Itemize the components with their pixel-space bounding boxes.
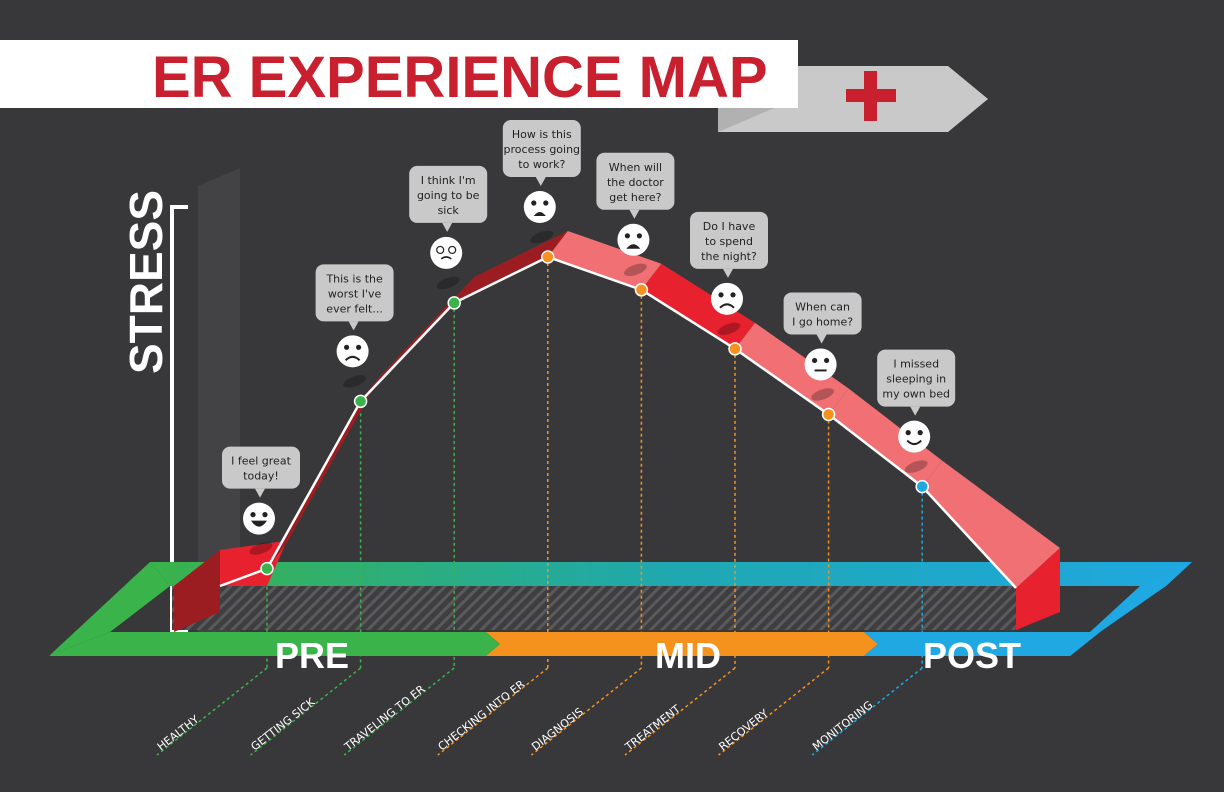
face-neutral-icon	[804, 348, 837, 381]
floor-left-band	[50, 562, 170, 655]
thought-line: sick	[438, 204, 460, 217]
thought-line: the doctor	[607, 176, 664, 189]
phase-label-post: POST	[923, 635, 1021, 676]
stage-label: HEALTHY	[155, 713, 202, 754]
ribbon-end-cap	[1016, 548, 1060, 630]
guide-line	[343, 667, 455, 756]
thought-bubble: How is this process going to work?	[502, 120, 581, 186]
medical-cross-icon	[846, 71, 896, 121]
thought-bubbles: I feel great today! This is the worst I've e…	[222, 120, 956, 498]
thought-line: ever felt...	[326, 302, 383, 315]
guide-line	[718, 667, 830, 756]
face-anxious-icon	[523, 191, 556, 223]
stage-label: DIAGNOSIS	[529, 705, 586, 753]
phase-label-pre: PRE	[275, 635, 349, 676]
thought-line: How is this	[512, 128, 572, 141]
stage-marker	[728, 342, 742, 356]
thought-line: I go home?	[792, 315, 853, 328]
stage-label: TREATMENT	[622, 702, 683, 754]
ribbon-segment	[454, 231, 568, 303]
thought-line: going to be	[417, 189, 480, 202]
stage-faces	[243, 191, 931, 555]
stress-ribbon	[174, 231, 1060, 632]
stage-marker	[634, 283, 649, 297]
thought-line: Do I have	[703, 220, 756, 233]
title-banner: ER EXPERIENCE MAP	[0, 40, 988, 132]
thought-line: the night?	[701, 250, 757, 263]
thought-bubble: This is the worst I've ever felt...	[315, 264, 394, 331]
stage-marker	[915, 479, 929, 494]
thought-line: my own bed	[882, 388, 950, 401]
stage-marker	[260, 561, 274, 576]
thought-line: sleeping in	[886, 373, 946, 386]
stage-label: MONITORING	[810, 698, 875, 753]
thought-line: When can	[795, 300, 850, 313]
face-happy-icon	[898, 420, 931, 453]
phase-band-post	[864, 632, 1100, 656]
stage-label: GETTING SICK	[248, 695, 318, 753]
guide-line	[624, 667, 736, 756]
thought-line: get here?	[609, 191, 661, 204]
face-sad-icon	[711, 282, 743, 315]
stage-marker	[541, 250, 555, 264]
stage-labels: HEALTHY GETTING SICK TRAVELING TO ER CHECKI…	[155, 677, 875, 753]
guide-line	[530, 667, 642, 756]
thought-line: When will	[609, 161, 662, 174]
thought-bubble: I missed sleeping in my own bed	[877, 349, 956, 416]
page-title: ER EXPERIENCE MAP	[152, 45, 768, 110]
guide-line	[250, 667, 362, 756]
thought-bubble: When can I go home?	[783, 292, 862, 344]
stress-axis: STRESS	[120, 168, 240, 634]
thought-line: This is the	[325, 272, 383, 285]
ribbon-segment	[922, 460, 1060, 588]
ribbon-segment	[641, 263, 755, 349]
stage-marker	[353, 394, 368, 409]
stage-guides	[156, 257, 923, 756]
stage-label: TRAVELING TO ER	[341, 682, 428, 754]
thought-bubble: I feel great today!	[222, 446, 300, 498]
stage-marker	[447, 296, 461, 310]
guide-line	[156, 667, 268, 756]
floor-hatch	[172, 586, 1020, 630]
stage-label: RECOVERY	[716, 707, 771, 754]
thought-bubble: I think I'm going to be sick	[409, 165, 488, 232]
thought-line: I think I'm	[421, 174, 476, 187]
phase-label-mid: MID	[655, 635, 721, 676]
thought-bubble: When will the doctor get here?	[596, 152, 675, 219]
phase-band-mid	[486, 632, 878, 656]
phase-floor	[50, 562, 1192, 656]
thought-line: process going	[504, 143, 581, 156]
stage-label: CHECKING INTO ER	[436, 677, 528, 753]
phase-bands: PRE MID POST	[50, 632, 1100, 676]
thought-line: today!	[243, 470, 279, 483]
thought-line: I missed	[893, 358, 939, 371]
thought-bubble: Do I have to spend the night?	[690, 211, 768, 278]
ribbon-edge	[219, 255, 1017, 589]
ribbon-segment	[735, 322, 849, 415]
ribbon-segment	[828, 388, 943, 487]
face-very-happy-icon	[243, 502, 275, 535]
face-worried-icon	[617, 223, 650, 256]
face-nauseous-icon	[430, 236, 463, 269]
ribbon-segment	[547, 231, 662, 290]
title-bar	[0, 40, 798, 108]
face-sad-icon	[336, 335, 369, 368]
phase-band-pre	[50, 632, 500, 656]
thought-line: to work?	[518, 158, 565, 171]
guide-line	[811, 667, 923, 756]
axis-label: STRESS	[120, 190, 172, 374]
thought-line: to spend	[705, 235, 753, 248]
floor-back-band	[150, 562, 1192, 586]
stage-marker	[821, 407, 836, 422]
thought-line: I feel great	[231, 455, 291, 468]
guide-line	[437, 667, 549, 756]
thought-line: worst I've	[328, 287, 382, 300]
stage-markers	[260, 250, 929, 576]
